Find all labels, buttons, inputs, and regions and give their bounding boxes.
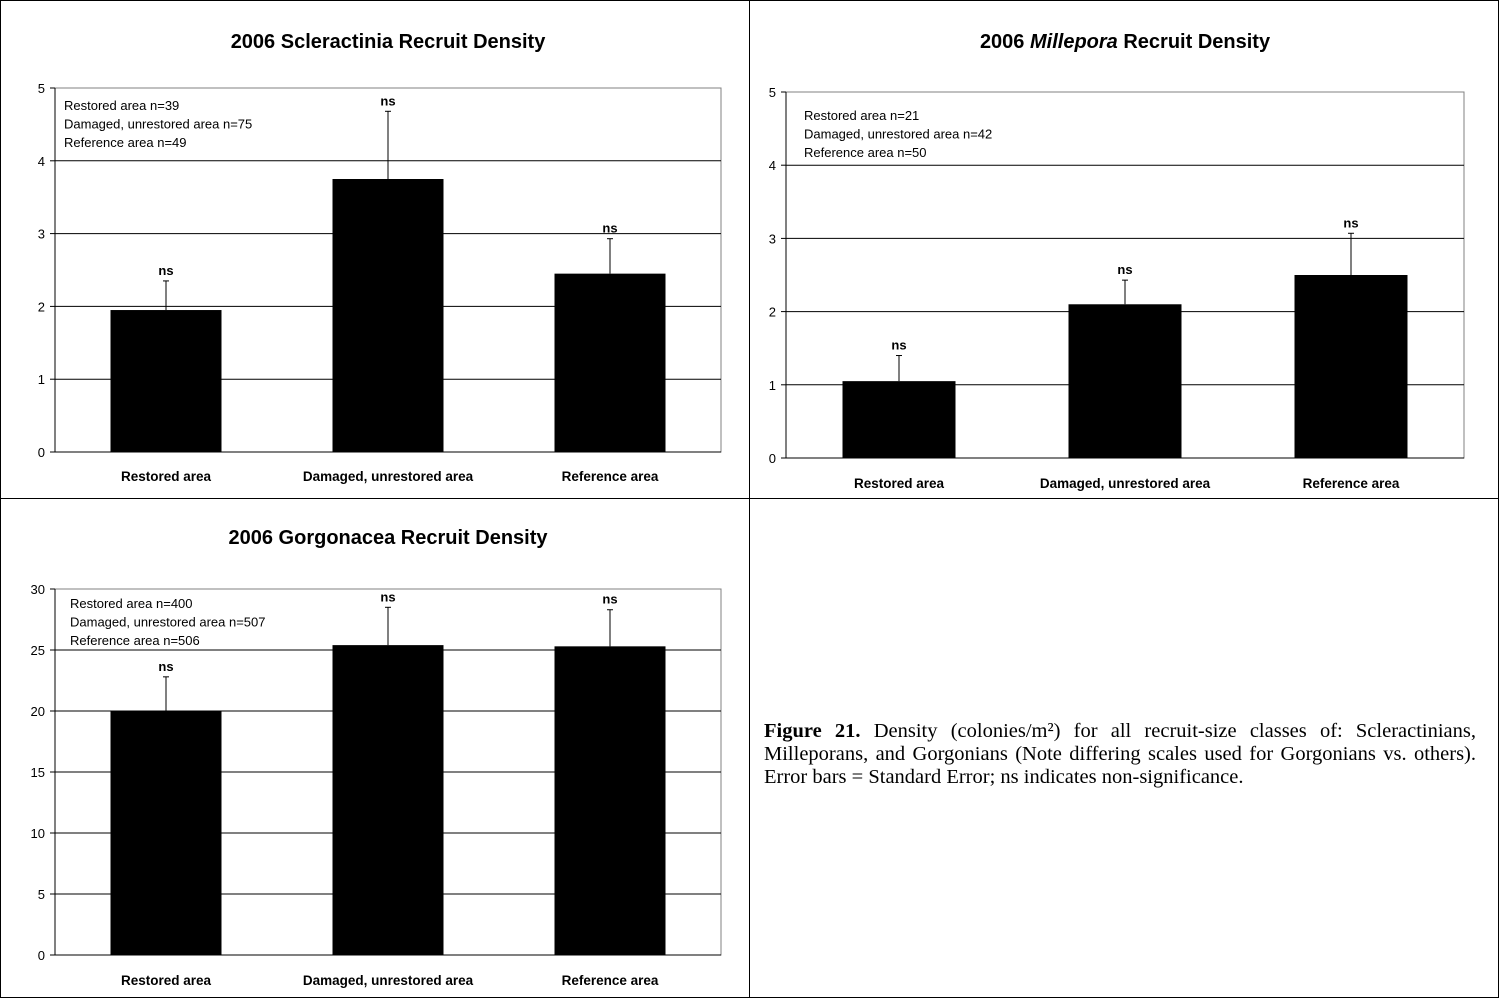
y-tick-label: 3 (38, 227, 45, 242)
bar-label: ns (602, 592, 617, 607)
y-tick-label: 5 (38, 887, 45, 902)
x-tick-label: Reference area (562, 973, 659, 988)
bar (110, 310, 222, 452)
bar (1294, 275, 1408, 458)
bar-label: ns (1117, 262, 1132, 277)
sample-size-annotation: Reference area n=506 (70, 633, 200, 648)
chart-title-part: Recruit Density (395, 527, 548, 549)
sample-size-annotation: Restored area n=21 (804, 108, 919, 123)
sample-size-annotation: Reference area n=50 (804, 145, 927, 160)
sample-size-annotation: Restored area n=400 (70, 596, 193, 611)
chart-title-part: Recruit Density (393, 31, 546, 53)
chart-title: 2006 Millepora Recruit Density (980, 31, 1271, 53)
chart-title-part: Millepora (1030, 31, 1118, 53)
bar-label: ns (158, 659, 173, 674)
y-tick-label: 0 (38, 445, 45, 460)
bar (332, 645, 444, 955)
y-tick-label: 3 (769, 231, 776, 246)
bar-label: ns (380, 93, 395, 108)
bar-label: ns (891, 338, 906, 353)
sample-size-annotation: Restored area n=39 (64, 98, 179, 113)
y-tick-label: 30 (31, 582, 45, 597)
figure-divider-vertical (749, 0, 750, 998)
y-tick-label: 4 (769, 158, 776, 173)
bar-label: ns (380, 589, 395, 604)
y-tick-label: 5 (38, 81, 45, 96)
chart-title-part: Recruit Density (1118, 31, 1271, 53)
sample-size-annotation: Damaged, unrestored area n=75 (64, 117, 252, 132)
chart-title-part: 2006 (980, 31, 1030, 53)
x-tick-label: Reference area (562, 469, 659, 484)
bar-label: ns (602, 221, 617, 236)
x-tick-label: Restored area (854, 476, 945, 491)
figure-caption: Figure 21. Density (colonies/m²) for all… (764, 720, 1476, 789)
chart-title-part: 2006 (231, 31, 281, 53)
caption-text: Density (colonies/m²) for all recruit-si… (764, 720, 1477, 788)
y-tick-label: 1 (38, 372, 45, 387)
y-tick-label: 15 (31, 765, 45, 780)
x-tick-label: Restored area (121, 469, 212, 484)
y-tick-label: 25 (31, 643, 45, 658)
x-tick-label: Damaged, unrestored area (1040, 476, 1211, 491)
y-tick-label: 10 (31, 826, 45, 841)
sample-size-annotation: Damaged, unrestored area n=42 (804, 127, 992, 142)
bar (554, 273, 666, 452)
x-tick-label: Damaged, unrestored area (303, 469, 474, 484)
sample-size-annotation: Damaged, unrestored area n=507 (70, 615, 266, 630)
bar (842, 381, 956, 458)
bar-label: ns (158, 263, 173, 278)
chart-panel-gorgonacea: 2006 Gorgonacea Recruit Density 0 5 10 15 20 2… (0, 499, 749, 998)
x-tick-label: Restored area (121, 973, 212, 988)
bar (110, 711, 222, 955)
y-tick-label: 1 (769, 378, 776, 393)
bar (1068, 304, 1182, 458)
chart-title: 2006 Scleractinia Recruit Density (231, 31, 547, 53)
sample-size-annotation: Reference area n=49 (64, 135, 187, 150)
y-tick-label: 5 (769, 85, 776, 100)
millepora-chart: 2006 Millepora Recruit Density 0 1 2 3 4 5 ns Re… (769, 31, 1465, 491)
scleractinia-chart: 2006 Scleractinia Recruit Density 0 1 2 3 4 5 n… (38, 31, 722, 484)
caption-label: Figure 21. (764, 720, 861, 742)
bar-label: ns (1343, 215, 1358, 230)
chart-title-part: Gorgonacea (279, 527, 397, 549)
x-tick-label: Reference area (1303, 476, 1400, 491)
y-tick-label: 4 (38, 154, 45, 169)
x-tick-label: Damaged, unrestored area (303, 973, 474, 988)
y-tick-label: 0 (769, 451, 776, 466)
gorgonacea-chart: 2006 Gorgonacea Recruit Density 0 5 10 15 20 2… (31, 527, 722, 988)
chart-title-part: 2006 (228, 527, 278, 549)
chart-panel-scleractinia: 2006 Scleractinia Recruit Density 0 1 2 3 4 5 n… (0, 0, 749, 498)
bar (332, 179, 444, 452)
chart-title-part: Scleractinia (281, 31, 394, 53)
bar (554, 646, 666, 955)
y-tick-label: 2 (38, 299, 45, 314)
y-tick-label: 2 (769, 305, 776, 320)
chart-panel-millepora: 2006 Millepora Recruit Density 0 1 2 3 4 5 ns Re… (750, 0, 1499, 498)
y-tick-label: 0 (38, 948, 45, 963)
figure-divider-horizontal (0, 498, 1499, 499)
y-tick-label: 20 (31, 704, 45, 719)
chart-title: 2006 Gorgonacea Recruit Density (228, 527, 548, 549)
